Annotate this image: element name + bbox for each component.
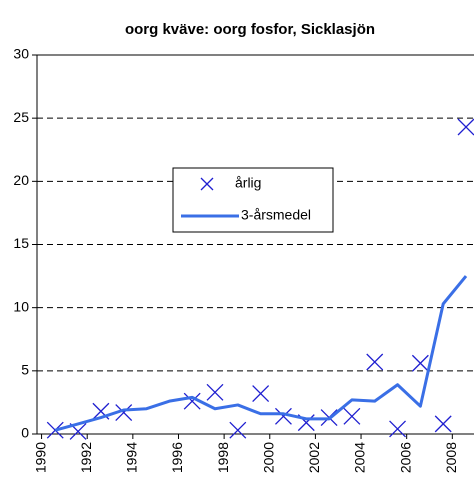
x-tick-label: 1996 [169,442,185,473]
x-tick-label: 2006 [397,442,413,473]
point-stroke [389,420,407,438]
point-stroke [343,407,361,425]
legend-box [172,167,334,233]
point-stroke [252,385,270,403]
point [389,420,407,438]
legend-marker-stroke [200,177,214,191]
y-tick-label: 25 [13,109,29,125]
y-tick-label: 0 [21,425,29,441]
point-stroke [457,118,474,136]
point-stroke [115,404,133,421]
point-stroke [434,415,452,433]
point [411,354,429,372]
x-tick-label: 2008 [443,442,459,473]
chart-title: oorg kväve: oorg fosfor, Sicklasjön [125,21,375,38]
y-tick-label: 30 [13,46,29,62]
point-stroke [366,353,384,371]
point [434,415,452,433]
x-tick-label: 1994 [124,442,140,473]
legend-marker [200,177,214,191]
point-stroke [411,354,429,372]
point [366,353,384,371]
point-stroke [206,383,224,401]
legend-label: 3-årsmedel [241,207,311,223]
point [274,407,292,425]
point-stroke [229,421,247,439]
y-tick-label: 20 [13,172,29,188]
point-stroke [274,407,292,425]
point [229,421,247,439]
point-stroke [183,392,201,410]
series-line [54,275,468,432]
y-tick-label: 15 [13,235,29,251]
legend-label: årlig [235,175,261,191]
point [457,118,474,136]
point [343,407,361,425]
x-tick-label: 1998 [215,442,231,473]
point [252,385,270,403]
y-tick-label: 5 [21,362,29,378]
point [206,383,224,401]
x-tick-label: 2004 [352,442,368,473]
x-tick-label: 1990 [32,442,48,473]
x-tick-label: 1992 [78,442,94,473]
point [183,392,201,410]
x-tick-label: 2002 [306,442,322,473]
point [115,404,133,421]
y-tick-label: 10 [13,298,29,314]
x-tick-label: 2000 [260,442,276,473]
